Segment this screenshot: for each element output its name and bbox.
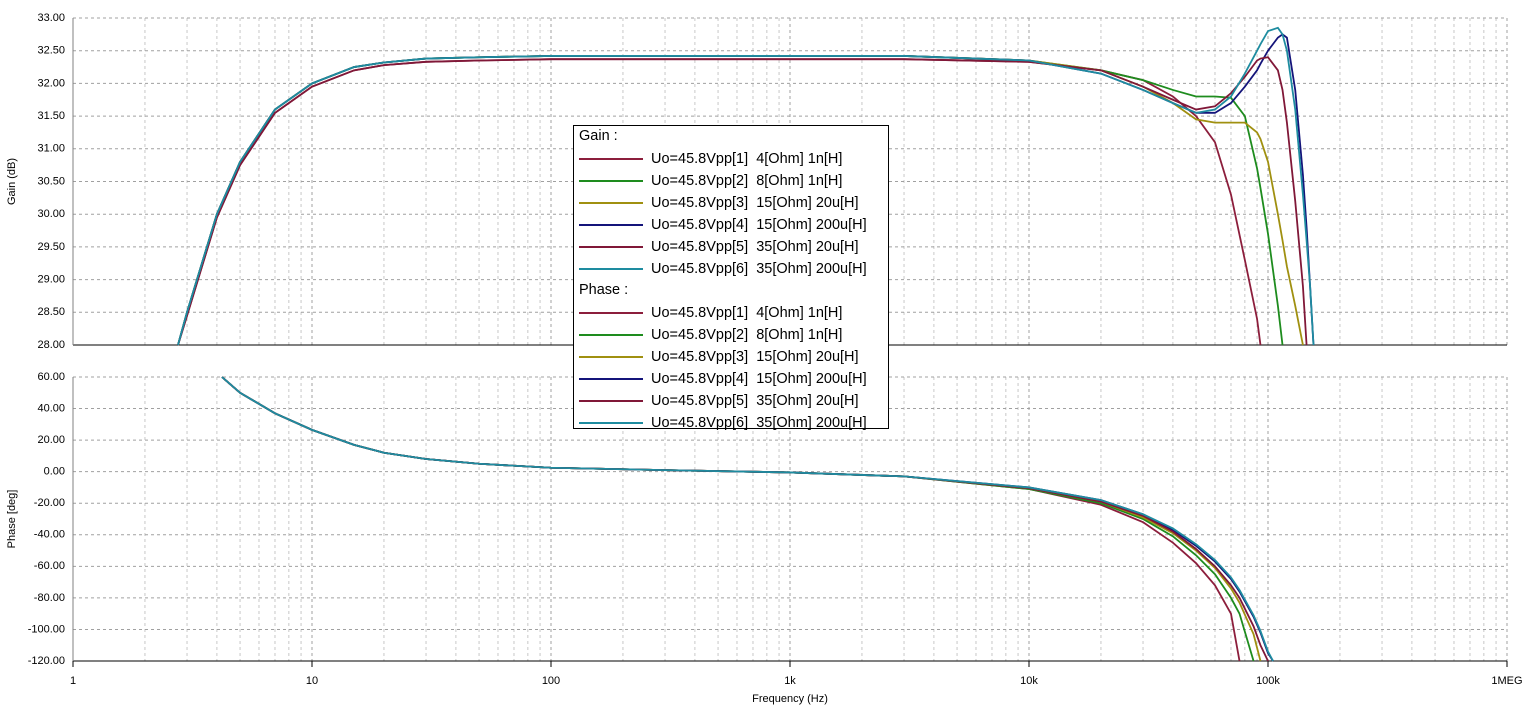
- legend-entry: Uo=45.8Vpp[1] 4[Ohm] 1n[H]: [579, 302, 888, 324]
- y-tick-label: 20.00: [37, 434, 65, 446]
- y-tick-label: 28.00: [37, 339, 65, 351]
- series-line: [221, 376, 1274, 662]
- y-axis-label: Phase [deg]: [6, 490, 18, 549]
- series-line: [177, 26, 1315, 346]
- y-tick-label: -80.00: [34, 592, 65, 604]
- legend-entry: Uo=45.8Vpp[4] 15[Ohm] 200u[H]: [579, 368, 888, 390]
- legend-label: Uo=45.8Vpp[1] 4[Ohm] 1n[H]: [651, 151, 843, 167]
- legend-entry: Uo=45.8Vpp[2] 8[Ohm] 1n[H]: [579, 324, 888, 346]
- y-tick-label: -100.00: [28, 623, 65, 635]
- x-tick-label: 1k: [784, 675, 796, 687]
- legend-swatch: [579, 246, 643, 248]
- legend-entry: Uo=45.8Vpp[3] 15[Ohm] 20u[H]: [579, 346, 888, 368]
- legend-swatch: [579, 158, 643, 160]
- legend-swatch: [579, 356, 643, 358]
- legend-swatch: [579, 334, 643, 336]
- x-tick-label: 100: [542, 675, 560, 687]
- y-axis-label: Gain (dB): [6, 158, 18, 205]
- y-tick-label: 60.00: [37, 371, 65, 383]
- legend-swatch: [579, 378, 643, 380]
- legend-entry: Uo=45.8Vpp[3] 15[Ohm] 20u[H]: [579, 192, 888, 214]
- legend-title: Gain :: [579, 128, 618, 144]
- y-tick-label: 30.50: [37, 175, 65, 187]
- legend-label: Uo=45.8Vpp[4] 15[Ohm] 200u[H]: [651, 217, 867, 233]
- y-tick-label: 31.00: [37, 143, 65, 155]
- legend-label: Uo=45.8Vpp[2] 8[Ohm] 1n[H]: [651, 327, 843, 343]
- legend-label: Uo=45.8Vpp[4] 15[Ohm] 200u[H]: [651, 371, 867, 387]
- y-tick-label: 32.00: [37, 77, 65, 89]
- legend-entry: Uo=45.8Vpp[5] 35[Ohm] 20u[H]: [579, 390, 888, 412]
- legend: Gain : Uo=45.8Vpp[1] 4[Ohm] 1n[H] Uo=45.8V…: [573, 125, 889, 431]
- y-tick-label: -60.00: [34, 560, 65, 572]
- legend-label: Uo=45.8Vpp[1] 4[Ohm] 1n[H]: [651, 305, 843, 321]
- legend-title: Phase :: [579, 282, 629, 298]
- legend-swatch: [579, 312, 643, 314]
- legend-entry: Uo=45.8Vpp[2] 8[Ohm] 1n[H]: [579, 170, 888, 192]
- y-tick-label: 32.50: [37, 45, 65, 57]
- legend-entry: Uo=45.8Vpp[6] 35[Ohm] 200u[H]: [579, 412, 888, 434]
- x-tick-label: 1: [70, 675, 76, 687]
- legend-label: Uo=45.8Vpp[2] 8[Ohm] 1n[H]: [651, 173, 843, 189]
- legend-label: Uo=45.8Vpp[3] 15[Ohm] 20u[H]: [651, 349, 859, 365]
- y-tick-label: -120.00: [28, 655, 65, 667]
- x-tick-label: 1MEG: [1491, 675, 1522, 687]
- y-tick-label: -20.00: [34, 497, 65, 509]
- legend-entry: Uo=45.8Vpp[6] 35[Ohm] 200u[H]: [579, 258, 888, 280]
- y-tick-label: 29.00: [37, 274, 65, 286]
- legend-swatch: [579, 400, 643, 402]
- legend-entry: Uo=45.8Vpp[5] 35[Ohm] 20u[H]: [579, 236, 888, 258]
- legend-label: Uo=45.8Vpp[5] 35[Ohm] 20u[H]: [651, 393, 859, 409]
- y-tick-label: 28.50: [37, 306, 65, 318]
- legend-entry: Uo=45.8Vpp[4] 15[Ohm] 200u[H]: [579, 214, 888, 236]
- legend-label: Uo=45.8Vpp[6] 35[Ohm] 200u[H]: [651, 261, 867, 277]
- legend-swatch: [579, 180, 643, 182]
- y-tick-label: 40.00: [37, 402, 65, 414]
- legend-swatch: [579, 268, 643, 270]
- y-tick-label: 33.00: [37, 12, 65, 24]
- legend-swatch: [579, 422, 643, 424]
- legend-label: Uo=45.8Vpp[3] 15[Ohm] 20u[H]: [651, 195, 859, 211]
- legend-entry: Uo=45.8Vpp[1] 4[Ohm] 1n[H]: [579, 148, 888, 170]
- legend-swatch: [579, 224, 643, 226]
- series-line: [177, 56, 1308, 346]
- y-tick-label: 29.50: [37, 241, 65, 253]
- x-tick-label: 10: [306, 675, 318, 687]
- legend-swatch: [579, 202, 643, 204]
- x-tick-label: 100k: [1256, 675, 1280, 687]
- y-tick-label: -40.00: [34, 529, 65, 541]
- legend-label: Uo=45.8Vpp[5] 35[Ohm] 20u[H]: [651, 239, 859, 255]
- y-tick-label: 30.00: [37, 208, 65, 220]
- y-tick-label: 31.50: [37, 110, 65, 122]
- x-tick-label: 10k: [1020, 675, 1038, 687]
- x-axis-label: Frequency (Hz): [752, 693, 828, 705]
- legend-label: Uo=45.8Vpp[6] 35[Ohm] 200u[H]: [651, 415, 867, 431]
- y-tick-label: 0.00: [44, 466, 65, 478]
